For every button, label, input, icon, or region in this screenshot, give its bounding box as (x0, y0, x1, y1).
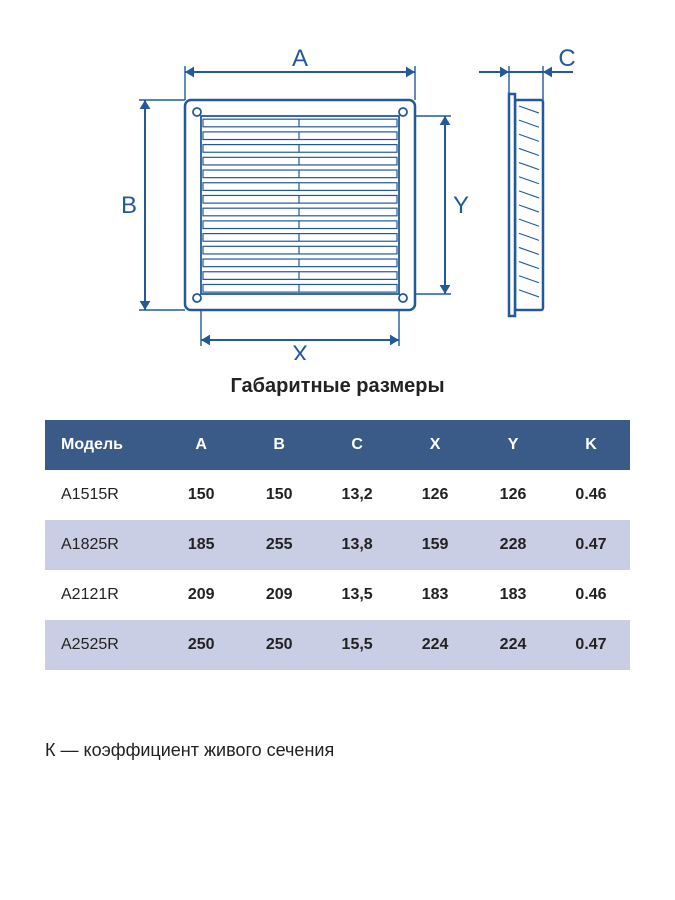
value-label: 0.46 (575, 586, 606, 603)
table-header-cell: Модель (45, 420, 162, 470)
value-label: 183 (500, 586, 527, 603)
model-cell: A2525R (45, 620, 162, 670)
value-label: 183 (422, 586, 449, 603)
value-label: 224 (422, 636, 449, 653)
value-cell: 159 (396, 520, 474, 570)
svg-text:A: A (292, 45, 308, 72)
svg-text:Y: Y (453, 192, 469, 219)
value-label: 228 (500, 536, 527, 553)
value-cell: 183 (474, 570, 552, 620)
section-title: Габаритные размеры (0, 375, 675, 398)
value-cell: 150 (162, 470, 240, 520)
header-label: Y (508, 436, 519, 453)
value-cell: 0.46 (552, 570, 630, 620)
value-label: 13,2 (342, 486, 373, 503)
header-label: K (585, 436, 597, 453)
value-cell: 126 (474, 470, 552, 520)
value-label: 15,5 (342, 636, 373, 653)
model-cell: A1825R (45, 520, 162, 570)
value-label: 150 (266, 486, 293, 503)
value-label: 0.47 (575, 536, 606, 553)
value-cell: 126 (396, 470, 474, 520)
value-label: 126 (500, 486, 527, 503)
table-header-row: Модель A B C X Y K (45, 420, 630, 470)
table-row: A2525R 250 250 15,5 224 224 0.47 (45, 620, 630, 670)
value-label: 209 (266, 586, 293, 603)
model-label: A1825R (61, 536, 119, 553)
header-label: Модель (61, 436, 123, 453)
footnote: К — коэффициент живого сечения (45, 740, 334, 761)
value-label: 126 (422, 486, 449, 503)
value-label: 159 (422, 536, 449, 553)
model-label: A1515R (61, 486, 119, 503)
value-cell: 228 (474, 520, 552, 570)
value-cell: 250 (240, 620, 318, 670)
value-cell: 183 (396, 570, 474, 620)
svg-text:X: X (292, 341, 308, 360)
value-cell: 13,8 (318, 520, 396, 570)
header-label: X (430, 436, 441, 453)
value-label: 224 (500, 636, 527, 653)
dimensions-table: МодельABCXYK A1515R15015013,21261260.46A… (45, 420, 630, 670)
value-label: 250 (188, 636, 215, 653)
dimensions-table-wrap: МодельABCXYK A1515R15015013,21261260.46A… (45, 420, 630, 670)
header-label: B (273, 436, 285, 453)
table-header-cell: A (162, 420, 240, 470)
value-cell: 0.46 (552, 470, 630, 520)
model-cell: A2121R (45, 570, 162, 620)
diagram-svg: A C B X Y (40, 30, 635, 360)
value-cell: 13,2 (318, 470, 396, 520)
value-cell: 15,5 (318, 620, 396, 670)
model-cell: A1515R (45, 470, 162, 520)
value-label: 255 (266, 536, 293, 553)
value-cell: 0.47 (552, 620, 630, 670)
svg-text:C: C (558, 45, 575, 72)
table-row: A2121R 209 209 13,5 183 183 0.46 (45, 570, 630, 620)
header-label: A (195, 436, 207, 453)
model-label: A2121R (61, 586, 119, 603)
value-cell: 0.47 (552, 520, 630, 570)
table-header-cell: X (396, 420, 474, 470)
svg-text:B: B (121, 192, 137, 219)
value-label: 209 (188, 586, 215, 603)
dimension-diagram: A C B X Y (40, 30, 635, 360)
value-cell: 224 (474, 620, 552, 670)
table-header-cell: K (552, 420, 630, 470)
model-label: A2525R (61, 636, 119, 653)
value-cell: 209 (240, 570, 318, 620)
table-header-cell: Y (474, 420, 552, 470)
table-header-cell: B (240, 420, 318, 470)
value-cell: 150 (240, 470, 318, 520)
value-label: 0.46 (575, 486, 606, 503)
value-cell: 255 (240, 520, 318, 570)
value-label: 250 (266, 636, 293, 653)
value-cell: 185 (162, 520, 240, 570)
value-label: 185 (188, 536, 215, 553)
table-body: A1515R 150 150 13,2 126 126 0.46 A1825R 185 255 13… (45, 470, 630, 670)
value-cell: 13,5 (318, 570, 396, 620)
value-cell: 250 (162, 620, 240, 670)
value-cell: 224 (396, 620, 474, 670)
value-label: 0.47 (575, 636, 606, 653)
table-header-cell: C (318, 420, 396, 470)
value-label: 13,5 (342, 586, 373, 603)
table-row: A1825R 185 255 13,8 159 228 0.47 (45, 520, 630, 570)
value-label: 13,8 (342, 536, 373, 553)
header-label: C (351, 436, 363, 453)
value-cell: 209 (162, 570, 240, 620)
table-row: A1515R 150 150 13,2 126 126 0.46 (45, 470, 630, 520)
value-label: 150 (188, 486, 215, 503)
